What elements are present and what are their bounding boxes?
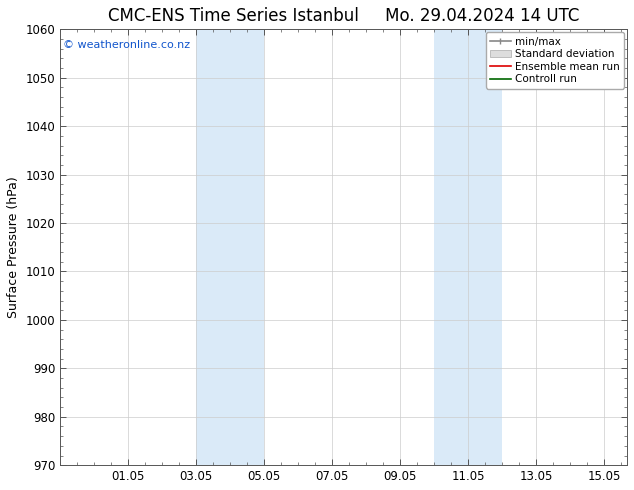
Legend: min/max, Standard deviation, Ensemble mean run, Controll run: min/max, Standard deviation, Ensemble me… [486,32,624,89]
Y-axis label: Surface Pressure (hPa): Surface Pressure (hPa) [7,176,20,318]
Title: CMC-ENS Time Series Istanbul     Mo. 29.04.2024 14 UTC: CMC-ENS Time Series Istanbul Mo. 29.04.2… [108,7,579,25]
Bar [434,29,502,465]
Bar [196,29,264,465]
Text: © weatheronline.co.nz: © weatheronline.co.nz [63,40,190,50]
